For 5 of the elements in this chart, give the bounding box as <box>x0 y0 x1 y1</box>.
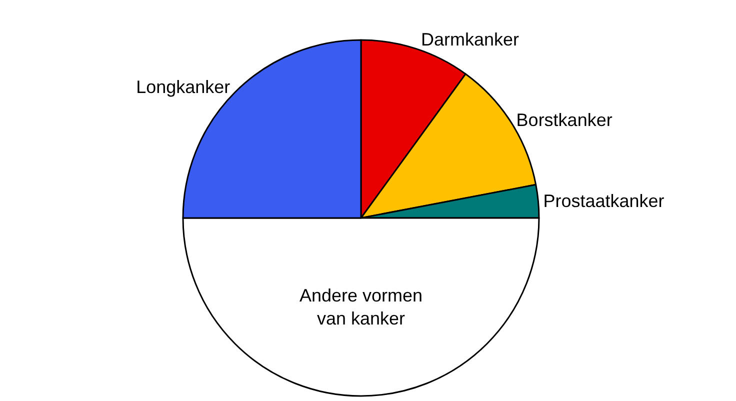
slice-label: Darmkanker <box>421 30 520 50</box>
slice-label: Prostaatkanker <box>543 191 664 212</box>
slice-label: Borstkanker <box>516 110 612 130</box>
slice-label: Longkanker <box>136 77 230 98</box>
slice-label: Andere vormen van kanker <box>299 285 423 329</box>
